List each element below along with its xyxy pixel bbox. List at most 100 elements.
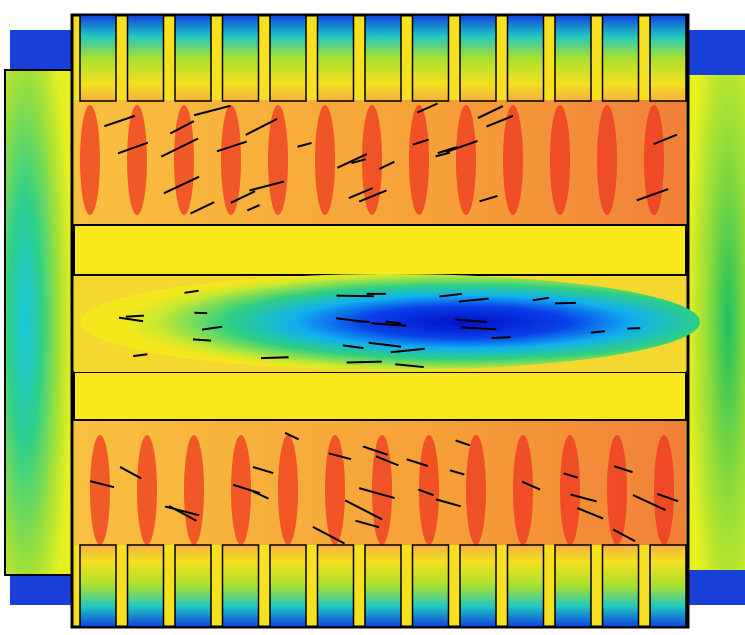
vector	[416, 102, 439, 114]
hot-stripe	[607, 435, 627, 545]
hot-stripe	[315, 105, 335, 215]
vector	[458, 297, 489, 303]
vector	[378, 160, 395, 170]
vector	[358, 487, 395, 500]
hot-stripe	[466, 435, 486, 545]
top-slot	[174, 14, 212, 102]
hot-stripe	[409, 105, 429, 215]
vector	[193, 104, 231, 117]
hot-stripe	[278, 435, 298, 545]
vector	[435, 498, 462, 508]
vector	[249, 180, 285, 192]
bottom-slot	[601, 544, 640, 628]
vector	[590, 330, 606, 334]
vector	[201, 325, 223, 331]
vector	[657, 493, 679, 503]
vector	[355, 519, 380, 529]
vector	[371, 322, 407, 327]
vector	[395, 363, 424, 369]
bottom-slot	[174, 544, 212, 628]
top-slot	[269, 14, 307, 102]
hot-stripe	[456, 105, 476, 215]
top-slot	[364, 14, 402, 102]
vector	[563, 472, 579, 479]
vector	[449, 469, 465, 476]
vector	[455, 318, 487, 324]
hot-stripes	[80, 105, 674, 545]
hot-stripe	[644, 105, 664, 215]
bottom-slot	[126, 544, 165, 628]
vector	[437, 146, 458, 155]
bottom-slot	[221, 544, 260, 628]
vector	[119, 466, 142, 480]
vector	[632, 494, 666, 511]
bottom-slot	[459, 544, 497, 628]
vector	[385, 320, 402, 325]
hot-stripe	[560, 435, 580, 545]
vector	[192, 338, 212, 342]
hot-stripe	[231, 435, 251, 545]
vector	[577, 507, 604, 520]
vector	[169, 120, 195, 135]
vector	[439, 292, 463, 298]
bottom-slot	[649, 544, 687, 628]
vector	[477, 105, 504, 119]
hot-stripe	[503, 105, 523, 215]
vector	[351, 158, 366, 165]
vector	[230, 190, 256, 204]
hot-stripe	[127, 105, 147, 215]
vector	[491, 336, 511, 339]
vector	[613, 465, 633, 474]
top-slot	[316, 14, 355, 102]
vector	[104, 114, 136, 128]
vector	[390, 347, 425, 354]
vector	[246, 204, 260, 212]
vectors	[89, 102, 679, 545]
vector	[344, 499, 383, 521]
top-slot	[459, 14, 497, 102]
bottom-slot	[316, 544, 355, 628]
bottom-slot	[554, 544, 592, 628]
top-slot	[411, 14, 450, 102]
vector	[455, 439, 471, 447]
hot-stripe	[221, 105, 241, 215]
bottom-slot	[269, 544, 307, 628]
vector	[261, 356, 289, 360]
vector	[375, 455, 399, 467]
vector	[297, 141, 312, 148]
vector	[479, 194, 498, 203]
vector	[486, 114, 514, 128]
vector	[117, 141, 149, 155]
top-slot	[506, 14, 545, 102]
vector	[460, 326, 497, 331]
vector	[406, 458, 429, 467]
top-slot	[79, 14, 117, 102]
vector	[570, 493, 597, 503]
top-slot	[126, 14, 165, 102]
vector	[445, 140, 478, 154]
vector	[336, 294, 374, 298]
hot-stripe	[513, 435, 533, 545]
vector	[312, 525, 345, 545]
vector	[160, 137, 199, 158]
left-region	[4, 69, 73, 576]
hot-stripe	[268, 105, 288, 215]
vector	[532, 296, 550, 302]
vector	[245, 117, 278, 136]
vector	[168, 505, 197, 522]
bottom-slot	[411, 544, 450, 628]
hot-stripe	[174, 105, 194, 215]
vector	[118, 316, 144, 323]
vector	[216, 140, 248, 153]
vector	[554, 301, 576, 305]
vector	[232, 483, 261, 495]
slots	[79, 14, 687, 628]
hot-stripe	[419, 435, 439, 545]
vector	[348, 187, 374, 199]
vector	[362, 445, 388, 456]
bottom-slot	[79, 544, 117, 628]
hot-stripe	[184, 435, 204, 545]
vector	[435, 151, 451, 158]
top-slot	[221, 14, 260, 102]
